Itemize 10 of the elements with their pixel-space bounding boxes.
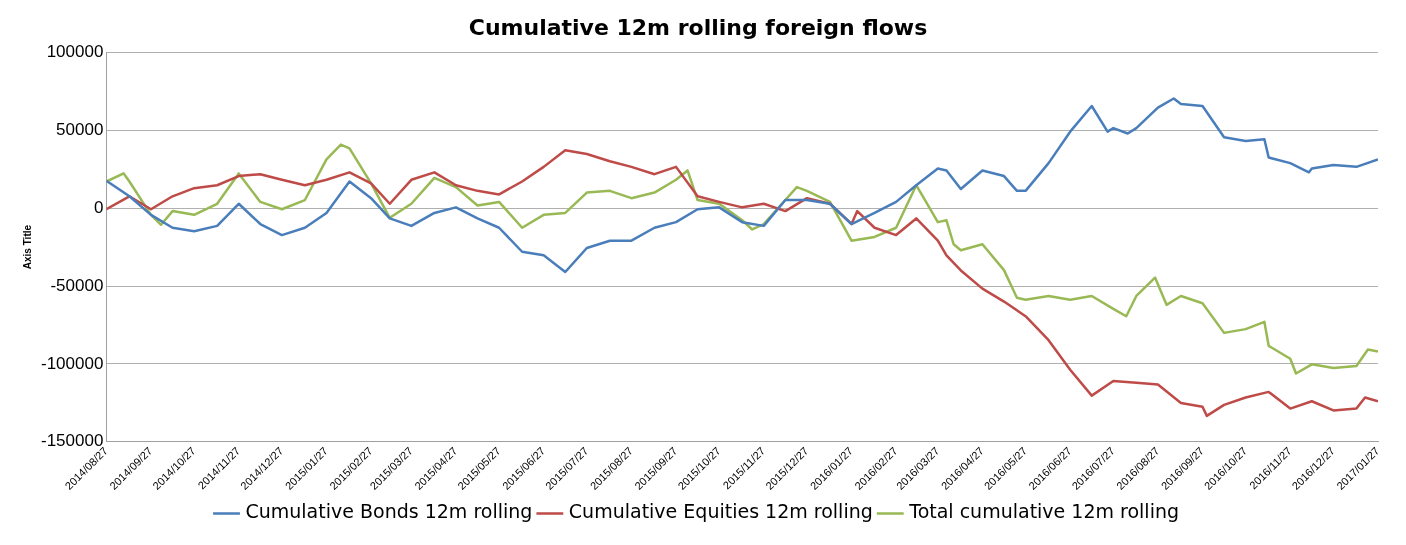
legend-label: Cumulative Bonds 12m rolling [245,500,533,523]
y-tick-label: -100000 [41,353,104,373]
y-axis-title: Axis Title [21,224,33,270]
y-tick-label: 0 [93,197,104,217]
y-tick-label: -50000 [50,275,104,295]
legend-label: Cumulative Equities 12m rolling [568,500,873,523]
chart-title: Cumulative 12m rolling foreign flows [468,14,928,40]
y-tick-label: 50000 [56,119,104,139]
y-tick-label: 100000 [46,42,104,62]
legend-label: Total cumulative 12m rolling [908,500,1180,523]
